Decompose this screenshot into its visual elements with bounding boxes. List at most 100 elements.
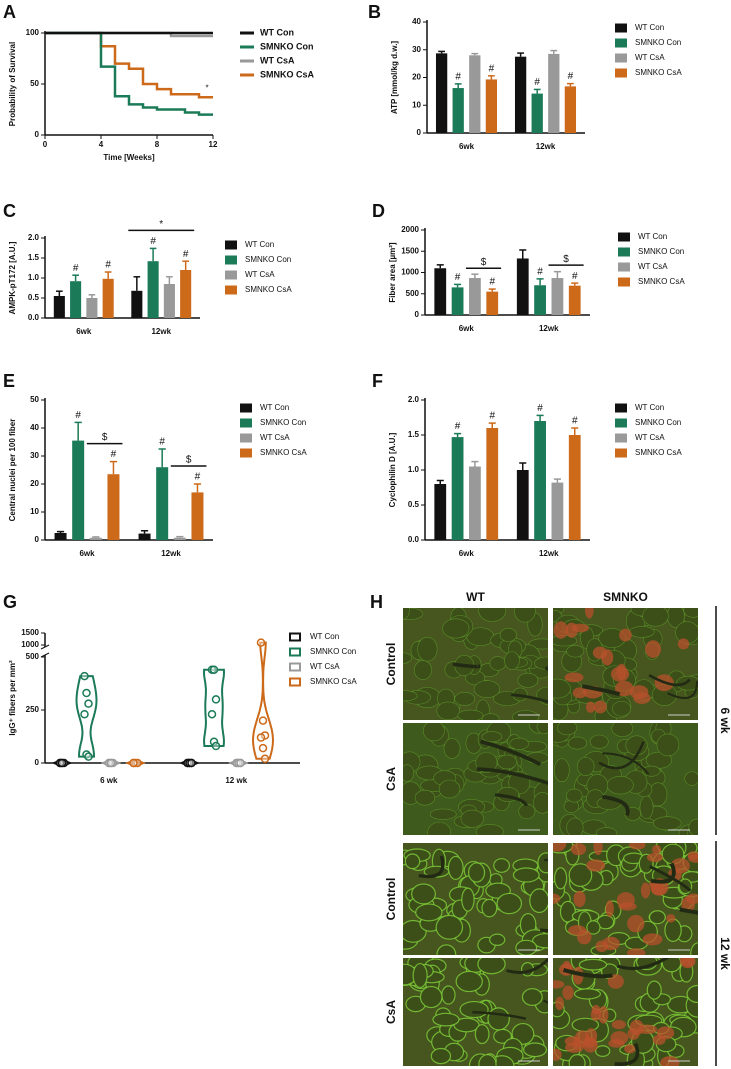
legend-label: WT Con: [310, 632, 339, 641]
legend-label: SMNKO CsA: [260, 448, 307, 457]
stained-fiber: [564, 672, 584, 683]
bar: [486, 428, 499, 540]
fiber: [509, 737, 529, 750]
micrograph: [403, 843, 548, 955]
fiber: [403, 608, 423, 620]
legend-swatch: [615, 403, 627, 413]
fiber: [595, 827, 617, 835]
legend-label: SMNKO Con: [260, 41, 314, 51]
y-tick-label: 0: [415, 310, 420, 319]
fiber: [403, 608, 410, 620]
stained-fiber: [677, 638, 690, 650]
fiber: [566, 817, 584, 835]
fiber: [642, 608, 669, 627]
survival-line: [45, 31, 213, 116]
data-point: [84, 752, 93, 761]
fiber: [664, 918, 682, 942]
stained-fiber: [562, 985, 574, 1000]
significance-label: #: [537, 267, 543, 278]
legend-label: SMNKO CsA: [310, 677, 357, 686]
x-tick-label: 12wk: [536, 142, 556, 151]
data-point: [80, 709, 89, 719]
bar: [434, 268, 447, 315]
micrograph: [553, 958, 698, 1066]
legend-swatch: [615, 23, 627, 33]
stained-fiber: [610, 666, 630, 682]
legend-label: WT Con: [260, 403, 289, 412]
vessel: [472, 1010, 527, 1020]
stained-fiber: [629, 843, 646, 850]
vessel: [614, 1042, 640, 1066]
fiber: [489, 656, 507, 671]
y-tick-label: 500: [406, 289, 420, 298]
micrograph: [553, 723, 698, 835]
fiber: [455, 970, 483, 993]
bar: [451, 287, 464, 315]
bar: [469, 55, 481, 133]
fiber: [403, 690, 418, 702]
fiber: [639, 795, 654, 820]
y-tick-label: 0: [35, 130, 40, 139]
fiber: [595, 1045, 611, 1057]
legend-swatch: [289, 677, 301, 687]
legend-swatch: [618, 247, 630, 257]
vessel: [602, 794, 630, 816]
bar: [70, 281, 82, 318]
fiber: [512, 867, 540, 883]
fiber: [690, 942, 698, 955]
panel-label: C: [3, 201, 16, 221]
y-tick-label: 0.5: [28, 293, 40, 302]
significance-label: #: [105, 260, 111, 271]
stained-fiber: [626, 948, 646, 955]
vessel: [616, 958, 670, 971]
bar: [486, 291, 499, 315]
stained-fiber: [585, 701, 596, 713]
fiber: [559, 900, 576, 923]
bar: [147, 261, 159, 318]
stained-fiber: [591, 1004, 601, 1015]
fiber: [533, 792, 548, 814]
stained-fiber: [553, 621, 569, 639]
fiber: [447, 855, 464, 881]
y-tick-label: 1.5: [28, 253, 40, 262]
stained-fiber: [666, 914, 676, 923]
stained-fiber: [595, 940, 609, 953]
significance-label: #: [455, 272, 461, 283]
y-tick-label: 1.0: [28, 273, 40, 282]
y-tick-label: 0: [417, 128, 422, 137]
stained-fiber: [555, 996, 565, 1011]
violin: [202, 668, 226, 747]
legend-swatch: [615, 418, 627, 428]
bar: [551, 278, 564, 315]
y-tick-label: 1.5: [408, 430, 420, 439]
fiber: [578, 958, 608, 971]
bar: [516, 258, 529, 315]
stained-fiber: [572, 687, 587, 699]
legend-swatch: [225, 285, 237, 295]
legend-label: SMNKO CsA: [260, 69, 315, 79]
data-point: [82, 688, 91, 698]
stained-fiber: [586, 859, 606, 872]
fiber: [436, 701, 461, 720]
y-tick-label: 1.0: [408, 465, 420, 474]
fiber: [473, 680, 501, 698]
fiber: [625, 735, 648, 756]
fiber: [478, 1054, 497, 1066]
y-tick-label: 0.0: [28, 313, 40, 322]
significance-label: #: [455, 421, 461, 432]
fiber: [412, 962, 428, 989]
fiber: [460, 809, 484, 828]
stained-fiber: [553, 980, 565, 989]
fiber: [496, 892, 523, 915]
fiber: [566, 788, 583, 803]
y-tick-label: 1000: [401, 268, 419, 277]
bar: [435, 53, 448, 133]
significance-label: #: [572, 416, 578, 427]
data-point: [207, 709, 217, 719]
fiber: [515, 939, 538, 955]
column-label: SMNKO: [603, 590, 648, 604]
violin: [75, 675, 98, 758]
legend-label: WT Con: [635, 403, 664, 412]
stained-fiber: [646, 852, 663, 863]
x-tick-label: 6wk: [459, 549, 475, 558]
